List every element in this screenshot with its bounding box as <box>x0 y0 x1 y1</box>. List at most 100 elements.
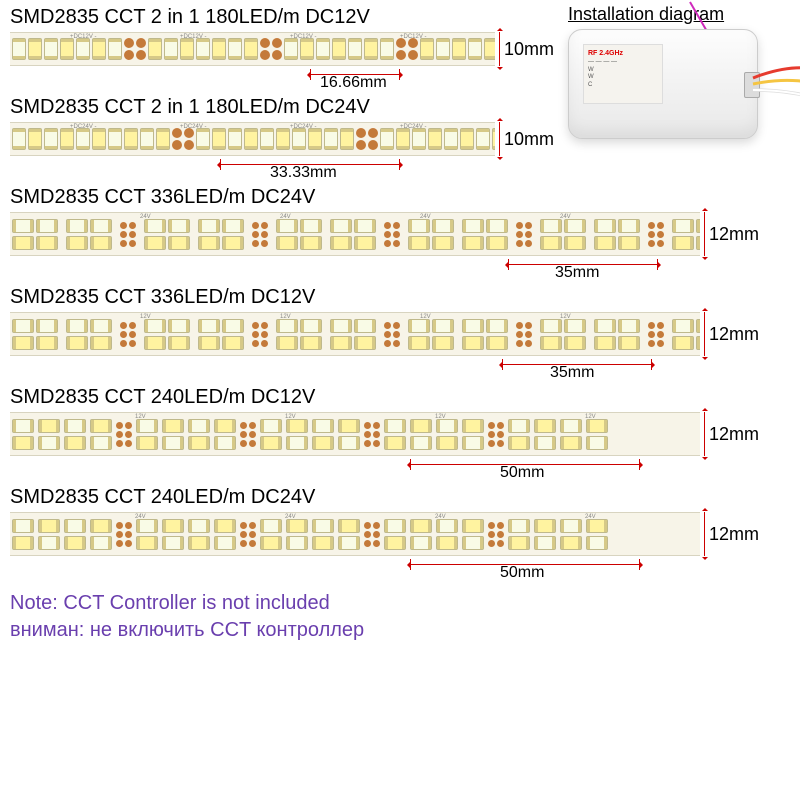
led-chip <box>308 128 322 150</box>
led-chip <box>168 336 190 350</box>
strip-row: +DC12V -+DC12V -+DC12V -+DC12V -10mm <box>10 32 790 66</box>
led-chip <box>228 128 242 150</box>
width-label: 33.33mm <box>270 164 337 182</box>
led-chip <box>540 319 562 333</box>
led-chip <box>212 128 226 150</box>
led-chip <box>214 419 236 433</box>
led-chip <box>534 536 556 550</box>
height-label: 12mm <box>709 224 759 245</box>
led-chip <box>90 319 112 333</box>
width-dimension: 35mm <box>10 258 790 280</box>
led-chip <box>672 336 694 350</box>
solder-pads-icon <box>648 222 664 247</box>
height-label: 10mm <box>504 39 554 60</box>
voltage-marking: 12V <box>285 414 296 420</box>
led-chip <box>196 128 210 150</box>
height-label: 12mm <box>709 324 759 345</box>
led-chip <box>618 336 640 350</box>
note-line-2: вниман: не включить CCT контроллер <box>10 617 790 644</box>
led-chip <box>696 319 700 333</box>
led-chip <box>64 436 86 450</box>
led-chip <box>44 38 58 60</box>
led-chip <box>396 128 410 150</box>
led-chip <box>196 38 210 60</box>
led-chip <box>92 38 106 60</box>
strip-title: SMD2835 CCT 240LED/m DC24V <box>10 486 790 509</box>
led-chip <box>540 219 562 233</box>
strip-block: SMD2835 CCT 240LED/m DC24V24V24V24V24V12… <box>10 486 790 580</box>
led-chip <box>444 128 458 150</box>
solder-pads-icon <box>356 128 378 150</box>
led-chip <box>432 336 454 350</box>
strip-row: 24V24V24V24V12mm <box>10 512 790 556</box>
led-chip <box>276 336 298 350</box>
solder-pads-icon <box>240 522 256 547</box>
voltage-marking: +DC12V - <box>290 34 317 40</box>
led-chip <box>432 219 454 233</box>
led-chip <box>452 38 466 60</box>
led-chip <box>564 319 586 333</box>
led-chip <box>92 128 106 150</box>
led-chip <box>560 419 582 433</box>
led-chip <box>162 519 184 533</box>
led-chip <box>12 219 34 233</box>
led-chip <box>38 519 60 533</box>
led-chip <box>228 38 242 60</box>
solder-pads-icon <box>488 422 504 447</box>
led-chip <box>12 519 34 533</box>
height-label: 12mm <box>709 524 759 545</box>
led-chip <box>508 419 530 433</box>
height-label: 10mm <box>504 129 554 150</box>
led-chip <box>330 236 352 250</box>
led-chip <box>300 38 314 60</box>
led-strip: 12V12V12V12V <box>10 312 700 356</box>
solder-pads-icon <box>396 38 418 60</box>
led-chip <box>90 219 112 233</box>
led-chip <box>198 219 220 233</box>
led-chip <box>462 536 484 550</box>
width-label: 50mm <box>500 564 544 582</box>
led-chip <box>312 419 334 433</box>
led-chip <box>408 219 430 233</box>
led-chip <box>324 128 338 150</box>
width-dimension: 16.66mm <box>10 68 790 90</box>
solder-pads-icon <box>260 38 282 60</box>
voltage-marking: +DC12V - <box>400 34 427 40</box>
voltage-marking: 24V <box>140 214 151 220</box>
led-chip <box>560 536 582 550</box>
led-chip <box>284 38 298 60</box>
led-chip <box>244 38 258 60</box>
led-chip <box>136 536 158 550</box>
width-dimension: 50mm <box>10 458 790 480</box>
height-dimension: 12mm <box>704 512 759 556</box>
strip-block: SMD2835 CCT 336LED/m DC12V12V12V12V12V12… <box>10 286 790 380</box>
led-chip <box>534 436 556 450</box>
led-chip <box>214 436 236 450</box>
width-label: 35mm <box>555 264 599 282</box>
solder-pads-icon <box>384 322 400 347</box>
led-chip <box>260 419 282 433</box>
led-chip <box>276 236 298 250</box>
strip-block: SMD2835 CCT 240LED/m DC12V12V12V12V12V12… <box>10 386 790 480</box>
voltage-marking: 24V <box>285 514 296 520</box>
led-chip <box>212 38 226 60</box>
led-chip <box>60 128 74 150</box>
led-chip <box>540 236 562 250</box>
led-chip <box>286 436 308 450</box>
led-chip <box>36 319 58 333</box>
led-chip <box>36 336 58 350</box>
led-chip <box>60 38 74 60</box>
led-chip <box>534 419 556 433</box>
voltage-marking: 24V <box>585 514 596 520</box>
led-chip <box>222 236 244 250</box>
height-label: 12mm <box>709 424 759 445</box>
led-chip <box>408 336 430 350</box>
height-dimension: 12mm <box>704 312 759 356</box>
led-chip <box>384 419 406 433</box>
led-chip <box>276 219 298 233</box>
led-chip <box>484 38 495 60</box>
strip-row: +DC24V -+DC24V -+DC24V -+DC24V -10mm <box>10 122 790 156</box>
led-chip <box>540 336 562 350</box>
strip-title: SMD2835 CCT 240LED/m DC12V <box>10 386 790 409</box>
led-chip <box>156 128 170 150</box>
